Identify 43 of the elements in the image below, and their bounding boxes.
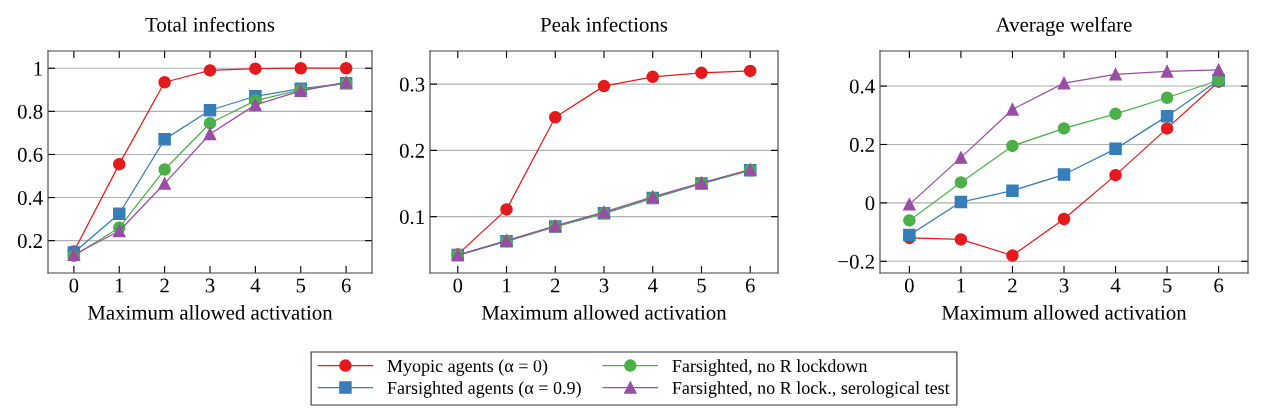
y-tick-label: 0.6 — [17, 147, 43, 162]
x-tick-label: 4 — [250, 278, 261, 293]
x-tick-label: 4 — [1110, 278, 1121, 293]
x-tick-label: 4 — [647, 278, 658, 293]
x-tick-label: 5 — [1163, 278, 1172, 293]
x-tick-label: 2 — [550, 278, 560, 293]
legend-label: Farsighted, no R lock., serological test — [672, 381, 950, 398]
chart-title: Peak infections — [540, 16, 668, 32]
x-tick-label: 1 — [503, 278, 511, 293]
y-tick-label: 0.2 — [849, 137, 874, 152]
x-tick-label: 1 — [957, 278, 965, 293]
x-tick-label: 6 — [745, 278, 755, 293]
y-tick-label: 0.8 — [17, 104, 43, 119]
y-tick-label: 0.3 — [399, 77, 425, 92]
legend-label: Farsighted agents (α = 0.9) — [387, 381, 581, 398]
y-tick-label: 0.4 — [849, 79, 875, 94]
y-tick-label: 0.1 — [399, 210, 424, 225]
y-tick-label: 0.2 — [399, 143, 424, 158]
y-tick-label: 0.2 — [17, 234, 42, 249]
x-tick-label: 3 — [1059, 278, 1069, 293]
x-tick-label: 6 — [1214, 278, 1224, 293]
x-tick-label: 3 — [205, 278, 215, 293]
y-tick-label: −0.2 — [838, 254, 874, 269]
x-tick-label: 5 — [697, 278, 706, 293]
legend-label: Farsighted, no R lockdown — [672, 359, 868, 376]
x-tick-label: 3 — [599, 278, 609, 293]
legend-label: Myopic agents (α = 0) — [387, 359, 548, 376]
x-tick-label: 2 — [160, 278, 169, 293]
x-tick-label: 0 — [69, 278, 79, 293]
y-tick-label: 1 — [34, 61, 42, 76]
x-axis-title: Maximum allowed activation — [87, 305, 333, 320]
x-tick-label: 0 — [453, 278, 463, 293]
x-axis-title: Maximum allowed activation — [941, 305, 1187, 320]
chart-title: Total infections — [145, 16, 275, 32]
chart-title: Average welfare — [995, 16, 1132, 37]
x-tick-label: 0 — [904, 278, 914, 293]
x-tick-label: 6 — [341, 278, 351, 293]
x-tick-label: 5 — [296, 278, 306, 293]
y-tick-label: 0.4 — [17, 190, 43, 206]
y-tick-label: 0 — [865, 196, 875, 211]
x-axis-title: Maximum allowed activation — [481, 305, 727, 320]
x-tick-label: 1 — [115, 278, 124, 293]
x-tick-label: 2 — [1008, 278, 1017, 293]
